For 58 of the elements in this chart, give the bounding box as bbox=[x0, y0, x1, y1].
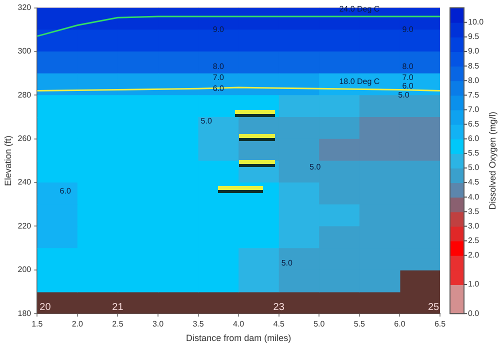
x-tick-label: 1.5 bbox=[32, 320, 44, 329]
annotation: 7.0 bbox=[212, 72, 225, 82]
x-tick-label: 4.5 bbox=[273, 320, 285, 329]
color-bar-label: 6.0 bbox=[468, 134, 480, 144]
annotation: 23 bbox=[273, 302, 285, 313]
x-tick-label: 5.5 bbox=[354, 320, 366, 329]
annotation: 9.0 bbox=[402, 24, 414, 34]
y-tick-label: 220 bbox=[18, 221, 32, 230]
x-axis-title: Distance from dam (miles) bbox=[186, 333, 292, 344]
x-tick-label: 4.0 bbox=[233, 320, 245, 329]
annotation: 9.0 bbox=[212, 24, 225, 34]
color-bar-label: 8.0 bbox=[468, 76, 480, 85]
annotation: 5.0 bbox=[200, 116, 212, 126]
color-bar-label: 1.0 bbox=[468, 280, 480, 289]
color-bar-label: 10.0 bbox=[468, 18, 484, 27]
annotation: 25 bbox=[428, 302, 440, 313]
color-bar-label: 3.0 bbox=[468, 221, 480, 230]
annotation: 20 bbox=[40, 302, 52, 313]
color-bar-label: 9.5 bbox=[468, 32, 480, 42]
y-tick-label: 280 bbox=[18, 90, 32, 100]
annotation: 6.0 bbox=[60, 186, 72, 196]
color-bar-label: 7.0 bbox=[468, 104, 480, 114]
y-tick-label: 240 bbox=[18, 178, 32, 187]
x-tick-label: 2.0 bbox=[72, 320, 84, 329]
annotation: 8.0 bbox=[402, 62, 414, 71]
annotation: 5.0 bbox=[398, 90, 410, 100]
color-bar-label: 5.5 bbox=[468, 148, 480, 158]
annotation: 5.0 bbox=[281, 258, 294, 268]
color-bar-label: 8.5 bbox=[468, 61, 480, 70]
color-bar-label: 0.0 bbox=[468, 308, 480, 318]
series-label: 18.0 Deg C bbox=[339, 76, 380, 86]
annotation: 7.0 bbox=[402, 72, 414, 82]
annotation: 21 bbox=[112, 302, 124, 313]
x-tick-label: 5.0 bbox=[314, 320, 326, 329]
color-bar-label: 2.0 bbox=[468, 250, 480, 260]
y-tick-label: 320 bbox=[18, 3, 32, 12]
color-bar-label: 3.5 bbox=[468, 206, 480, 216]
y-tick-label: 200 bbox=[18, 265, 32, 274]
y-axis-title: Elevation (ft) bbox=[2, 135, 13, 186]
x-tick-label: 6.0 bbox=[394, 320, 406, 329]
color-bar-label: 6.5 bbox=[468, 120, 480, 128]
color-bar-title: Dissolved Oxygen (mg/l) bbox=[487, 112, 498, 210]
annotation: 6.0 bbox=[402, 82, 414, 91]
x-tick-label: 3.5 bbox=[192, 320, 204, 329]
color-bar-label: 4.5 bbox=[468, 178, 480, 187]
color-bar-label: 9.0 bbox=[468, 46, 480, 56]
color-bar-label: 5.0 bbox=[468, 163, 480, 172]
annotation: 8.0 bbox=[212, 62, 225, 71]
y-tick-label: 260 bbox=[18, 134, 32, 144]
y-tick-label: 300 bbox=[18, 46, 32, 56]
annotation: 5.0 bbox=[310, 162, 322, 172]
x-tick-label: 2.5 bbox=[112, 320, 124, 329]
color-bar-label: 7.5 bbox=[468, 90, 480, 100]
x-tick-label: 6.5 bbox=[434, 320, 446, 329]
color-bar-label: 2.5 bbox=[468, 236, 480, 245]
color-bar-label: 4.0 bbox=[468, 192, 480, 202]
y-tick-label: 180 bbox=[18, 308, 32, 318]
x-tick-label: 3.0 bbox=[152, 320, 164, 329]
